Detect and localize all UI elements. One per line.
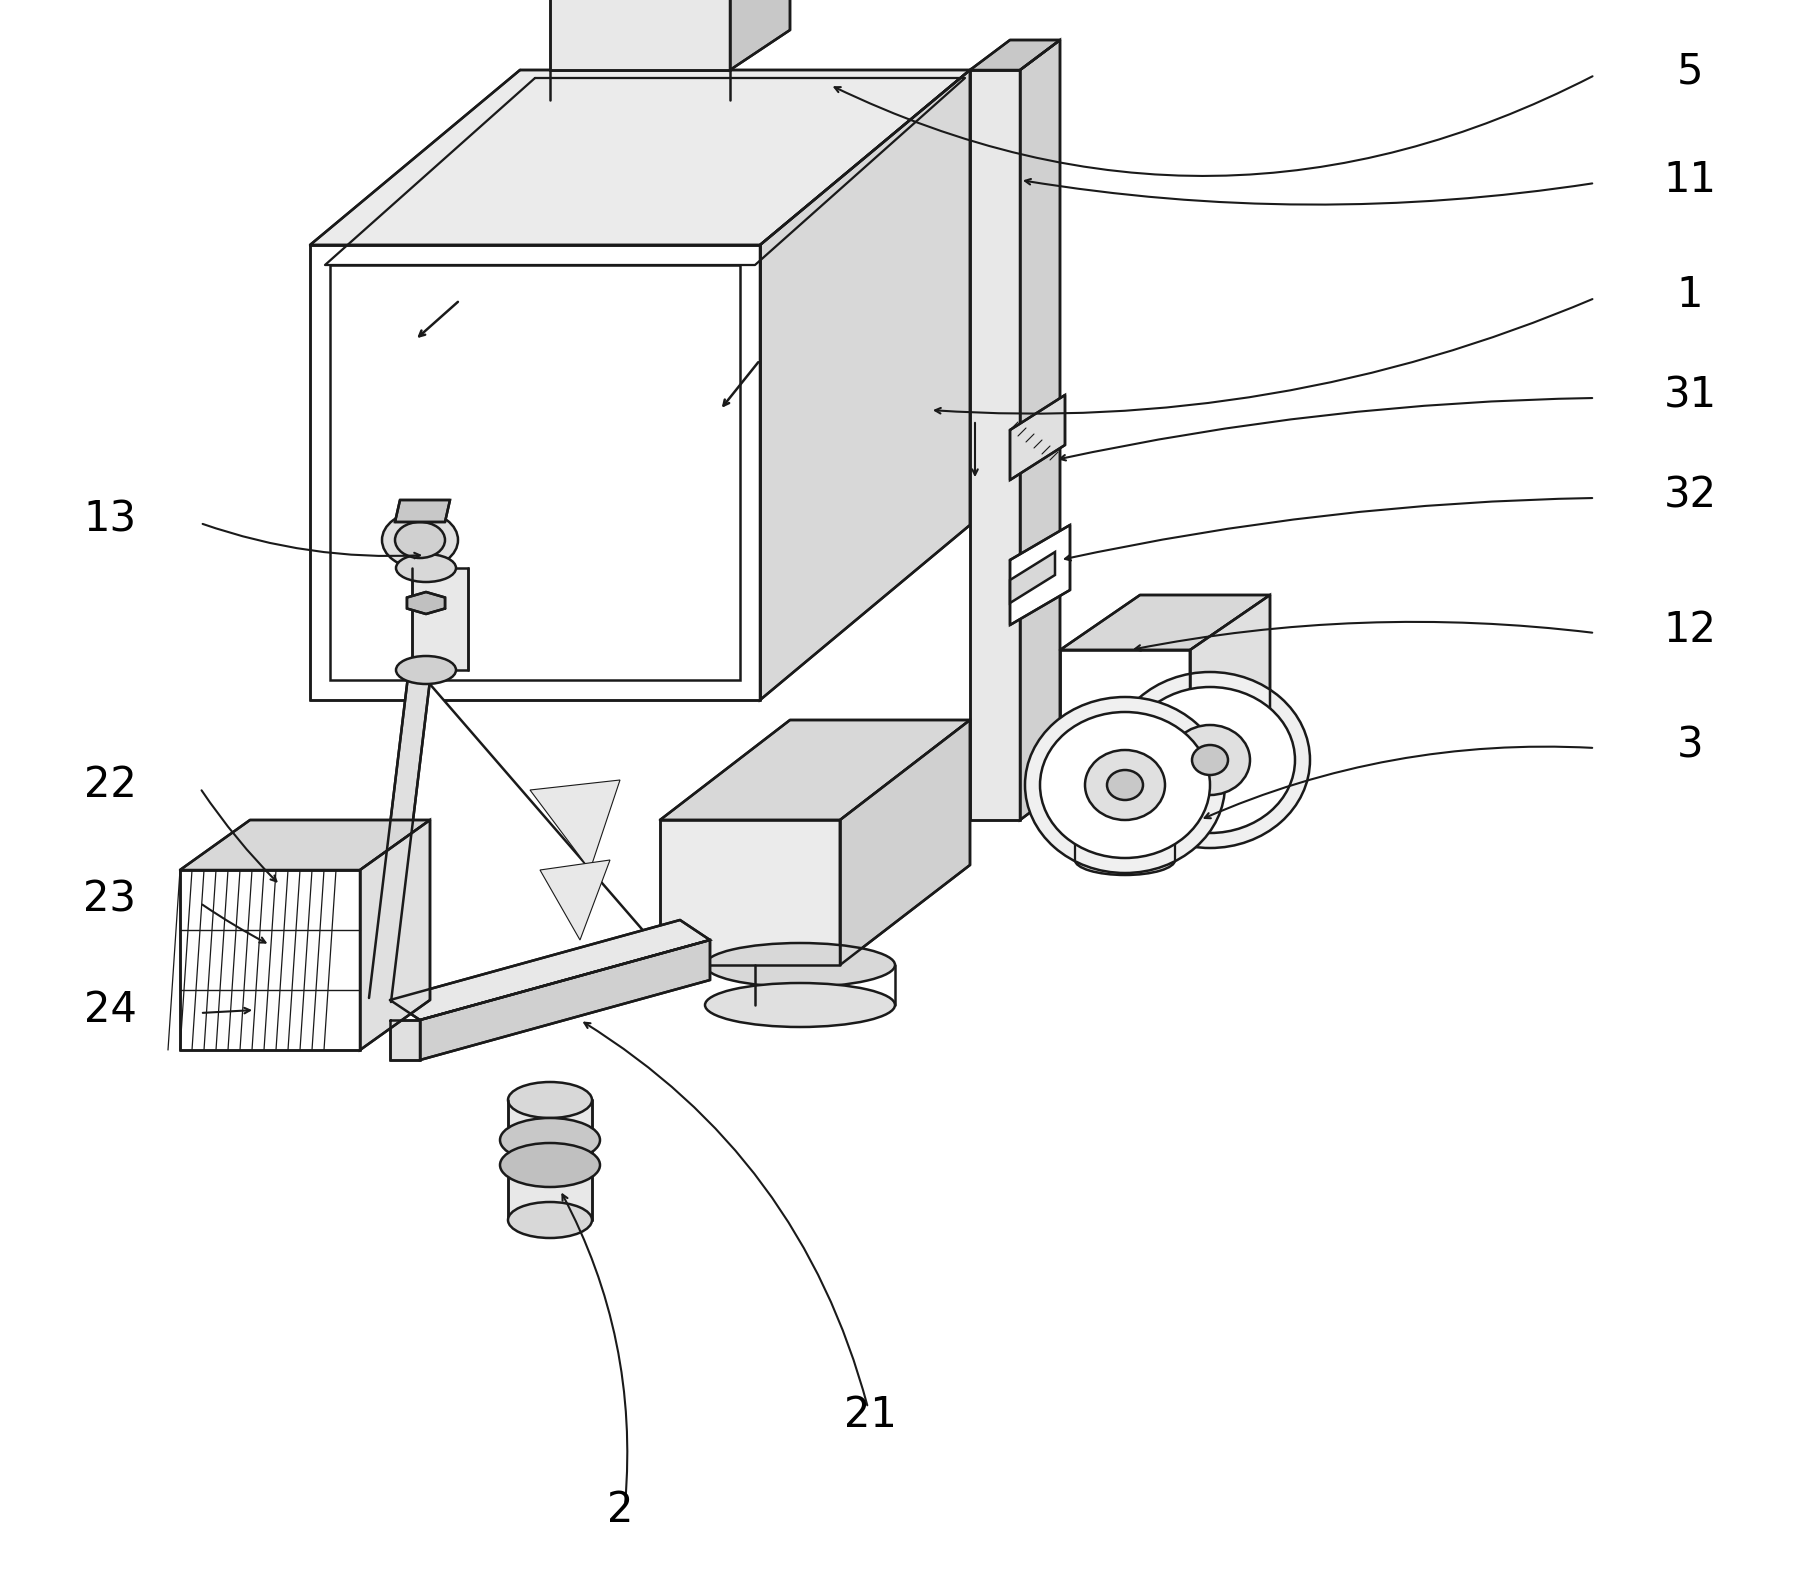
Polygon shape [660,721,970,819]
Text: 32: 32 [1664,474,1717,515]
Text: 1: 1 [1677,274,1704,317]
Text: 5: 5 [1677,51,1704,92]
Ellipse shape [508,1082,593,1118]
Polygon shape [529,780,620,870]
Polygon shape [508,1099,593,1220]
Polygon shape [1061,595,1270,651]
Ellipse shape [1041,713,1211,858]
Polygon shape [1010,395,1064,480]
Text: 22: 22 [83,764,136,807]
Ellipse shape [508,1201,593,1238]
Polygon shape [311,70,970,245]
Ellipse shape [1084,749,1166,819]
Polygon shape [311,245,761,700]
Ellipse shape [501,1118,600,1161]
Polygon shape [840,721,970,966]
Text: 21: 21 [844,1394,896,1437]
Text: 12: 12 [1664,609,1717,651]
Polygon shape [660,819,840,966]
Polygon shape [1010,525,1070,625]
Text: 11: 11 [1664,159,1717,200]
Ellipse shape [1193,745,1229,775]
Polygon shape [970,40,1061,70]
Polygon shape [181,819,430,870]
Polygon shape [755,966,846,1006]
Text: 31: 31 [1664,374,1717,415]
Ellipse shape [1108,770,1144,800]
Ellipse shape [1169,725,1250,796]
Ellipse shape [1025,697,1225,873]
Polygon shape [1061,651,1191,810]
Polygon shape [419,940,710,1060]
Text: 3: 3 [1677,724,1704,765]
Polygon shape [970,70,1019,819]
Polygon shape [1019,40,1061,819]
Polygon shape [360,819,430,1050]
Polygon shape [390,675,660,1010]
Text: 13: 13 [83,500,137,541]
Polygon shape [1191,595,1270,810]
Ellipse shape [396,655,455,684]
Polygon shape [390,920,710,1020]
Polygon shape [181,870,360,1050]
Polygon shape [396,500,450,522]
Polygon shape [1010,552,1055,603]
Ellipse shape [501,1142,600,1187]
Text: 23: 23 [83,878,137,921]
Ellipse shape [705,943,894,986]
Polygon shape [549,0,730,70]
Text: 24: 24 [83,990,137,1031]
Polygon shape [331,266,741,679]
Polygon shape [369,668,432,1002]
Ellipse shape [1075,845,1175,875]
Polygon shape [540,861,611,940]
Polygon shape [730,0,790,70]
Ellipse shape [396,554,455,582]
Ellipse shape [1109,671,1310,848]
Ellipse shape [705,983,894,1028]
Polygon shape [761,70,970,700]
Ellipse shape [1126,687,1296,834]
Ellipse shape [396,522,445,558]
Ellipse shape [381,512,457,568]
Polygon shape [412,568,468,670]
Polygon shape [407,592,445,614]
Polygon shape [390,1020,419,1060]
Text: 2: 2 [607,1489,632,1531]
